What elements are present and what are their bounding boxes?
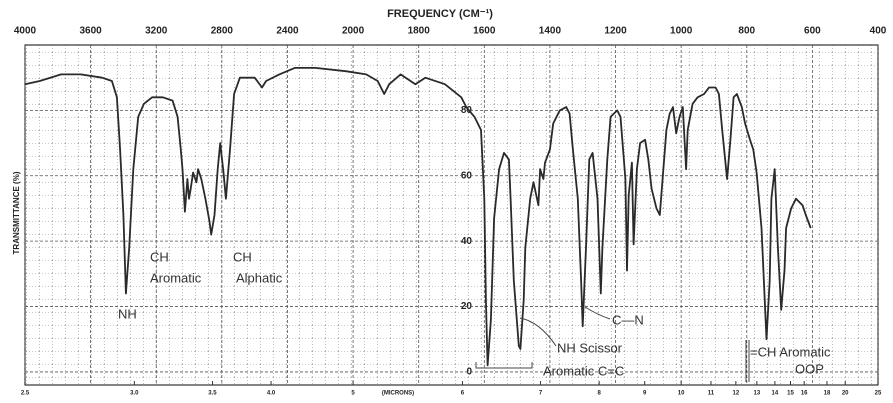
x2-tick-label: 13: [754, 391, 761, 397]
x2-tick-label: 8: [597, 391, 601, 397]
x2-axis-label: (MICRONS): [382, 391, 414, 397]
x2-tick-label: 6: [461, 391, 465, 397]
annotation-pointer: [475, 362, 533, 369]
x-tick-label: 4000: [14, 26, 37, 37]
x2-tick-label: 25: [875, 391, 882, 397]
y-axis-label: TRANSMITTANCE (%): [12, 171, 21, 254]
annotation: C—N: [612, 312, 644, 327]
x-tick-label: 1200: [604, 26, 627, 37]
x2-tick-label: 12: [732, 391, 739, 397]
x2-tick-label: 5: [351, 391, 355, 397]
x2-tick-label: 15: [787, 391, 794, 397]
x2-tick-label: 14: [772, 391, 779, 397]
spectrum-line: [24, 67, 812, 367]
x-tick-label: 1000: [670, 26, 693, 37]
x-tick-label: 1800: [408, 26, 431, 37]
x-tick-label: 1400: [539, 26, 562, 37]
x-tick-label: 800: [738, 26, 755, 37]
chart-title: FREQUENCY (CM⁻¹): [387, 8, 493, 20]
x-tick-label: 3200: [145, 26, 168, 37]
x2-tick-label: 2.5: [21, 391, 30, 397]
fine-grid: [25, 45, 878, 385]
annotation: Aromatic: [150, 270, 202, 285]
annotation: NH: [118, 306, 137, 321]
x2-tick-label: 10: [678, 391, 685, 397]
x2-tick-label: 3.0: [130, 391, 139, 397]
x2-tick-label: 11: [708, 391, 715, 397]
annotation: Alphatic: [236, 270, 283, 285]
x-tick-label: 400: [870, 26, 887, 37]
annotation-pointer: [584, 306, 611, 320]
annotation: NH Scissor: [557, 340, 623, 355]
annotation: Aromatic C=C: [543, 363, 624, 378]
y-tick-label: 0: [466, 367, 472, 378]
x2-tick-label: 16: [801, 391, 808, 397]
x2-tick-label: 4.0: [267, 391, 276, 397]
x2-tick-label: 9: [643, 391, 647, 397]
x-tick-label: 3600: [79, 26, 102, 37]
x2-tick-label: 18: [824, 391, 831, 397]
x-tick-label: 2400: [276, 26, 299, 37]
annotation: =CH Aromatic: [750, 344, 831, 359]
annotation: OOP: [795, 361, 824, 376]
x-tick-label: 2800: [211, 26, 234, 37]
x-tick-label: 2000: [342, 26, 365, 37]
x2-tick-label: 7: [539, 391, 543, 397]
x-tick-label: 1600: [473, 26, 496, 37]
annotation-pointer: [745, 340, 750, 382]
annotation-pointer: [519, 317, 557, 347]
x2-tick-label: 20: [842, 391, 849, 397]
x-tick-label: 600: [804, 26, 821, 37]
x2-tick-label: 3.5: [208, 391, 217, 397]
annotation: CH: [233, 249, 252, 264]
annotation: CH: [150, 249, 169, 264]
